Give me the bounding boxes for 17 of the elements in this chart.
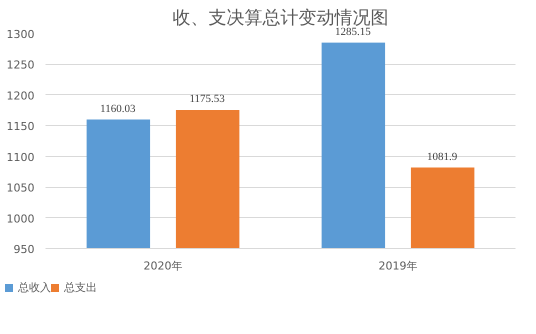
data-label: 1160.03: [100, 102, 136, 115]
data-label: 1285.15: [334, 26, 371, 38]
x-tick-label: 2020年: [144, 260, 183, 272]
y-tick-label: 950: [14, 243, 35, 256]
y-tick-label: 1000: [6, 212, 35, 226]
chart-title: 收、支决算总计变动情况图: [172, 8, 388, 28]
y-tick-label: 1100: [6, 150, 35, 164]
legend-label: 总收入: [18, 280, 51, 296]
data-label: 1081.9: [427, 150, 458, 163]
y-tick-label: 1150: [6, 120, 35, 134]
x-tick-label: 2019年: [378, 260, 418, 272]
y-tick-label: 1050: [6, 182, 35, 195]
y-tick-label: 1200: [6, 89, 35, 102]
y-tick-label: 1300: [6, 28, 35, 41]
data-label: 1175.53: [189, 93, 225, 106]
y-tick-label: 1250: [6, 58, 35, 72]
legend-label: 总支出: [64, 280, 97, 296]
